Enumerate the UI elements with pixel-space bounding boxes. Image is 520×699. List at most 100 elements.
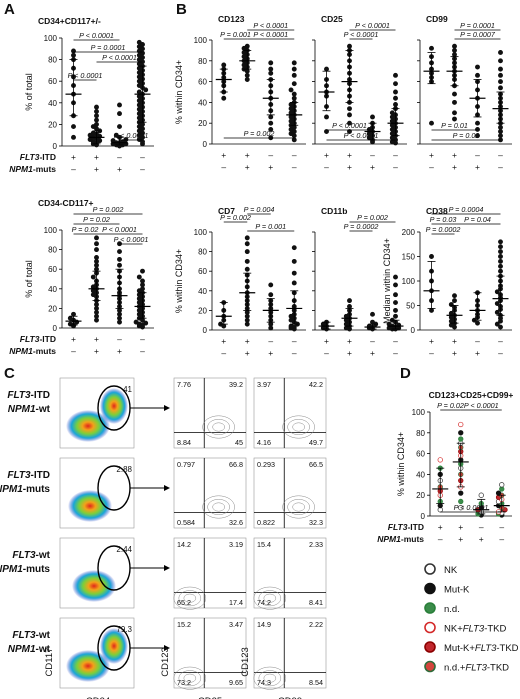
y-tick-label: 150 (402, 253, 416, 262)
p-value: P = 0.004 (244, 205, 275, 214)
data-point (123, 137, 129, 142)
data-point (94, 241, 99, 247)
data-point (244, 266, 250, 272)
density-cloud (68, 490, 112, 522)
data-point (393, 102, 398, 107)
data-point (498, 66, 503, 72)
data-point (498, 58, 503, 64)
data-point (452, 91, 457, 97)
quadrant-value-lr: 9.65 (229, 678, 243, 687)
group-sign: – (221, 348, 226, 358)
group-sign: – (268, 150, 273, 160)
data-point (291, 91, 297, 97)
data-point (288, 323, 294, 329)
legend-text: Mut-K+ (444, 643, 475, 654)
group-sign: + (475, 162, 480, 172)
data-point (90, 130, 96, 136)
legend-text: NK+ (444, 624, 463, 635)
quadrant-value-ul: 3.97 (257, 380, 271, 389)
data-point (393, 274, 398, 280)
data-point (498, 324, 503, 330)
arrow-head (164, 645, 170, 651)
data-point (498, 258, 503, 264)
panel-d: D CD123+CD25+CD99+ 0 20 40 60 80 100 % within CD… (377, 365, 518, 674)
quadrant-value-ur: 42.2 (309, 380, 323, 389)
data-point (67, 321, 73, 327)
data-point (347, 120, 352, 126)
gene: FLT3 (12, 630, 36, 641)
y-tick-label: 60 (416, 450, 425, 459)
npm1-gene: NPM1 (9, 164, 33, 174)
quadrant-value-lr: 8.41 (309, 598, 323, 607)
quadrant-plot-frame (253, 617, 327, 689)
group-sign: – (393, 348, 398, 358)
data-point (221, 95, 227, 101)
group-sign: – (117, 334, 122, 344)
data-point (117, 256, 122, 262)
p-value: P < 0.0001 (464, 401, 499, 410)
data-point (475, 126, 480, 132)
quadrant-value-ur: 66.5 (309, 460, 323, 469)
data-point (393, 282, 398, 288)
y-axis-label: % within CD34+ (174, 249, 184, 313)
data-point (268, 282, 274, 288)
group-sign: – (71, 346, 76, 356)
quadrant-value-ul: 0.293 (257, 460, 275, 469)
quadrant-value-lr: 17.4 (229, 598, 243, 607)
group-sign: – (268, 336, 273, 346)
data-point (452, 116, 457, 122)
quadrant-value-ul: 7.76 (177, 380, 191, 389)
data-point (324, 114, 329, 120)
flt3-row-label: FLT3-ITD (20, 152, 56, 162)
gene: FLT3 (7, 470, 31, 481)
quadrant-value-ur: 2.33 (309, 540, 323, 549)
group-sign: – (393, 150, 398, 160)
panel-letter-d: D (400, 365, 411, 382)
gate-percent: 2.44 (116, 545, 132, 554)
p-value: P < 0.0001 (102, 225, 137, 234)
p-value: P = 0.002 (220, 213, 251, 222)
contour-line (173, 586, 207, 610)
p-value: P < 0.0001 (355, 21, 390, 30)
npm1-gene: NPM1 (377, 534, 401, 544)
data-point (347, 298, 352, 304)
y-tick-label: 100 (402, 277, 416, 286)
chart-title: CD11b (321, 206, 347, 216)
data-point (71, 48, 76, 54)
group-sign: – (324, 162, 329, 172)
muts-suffix: -muts (33, 164, 56, 174)
data-point (458, 421, 464, 428)
group-sign: + (221, 336, 226, 346)
group-sign: – (370, 336, 375, 346)
data-point (291, 60, 297, 66)
p-value: P < 0.0001 (344, 30, 379, 39)
group-sign: – (370, 150, 375, 160)
p-value: P = 0.02 (83, 215, 110, 224)
data-point (244, 313, 250, 319)
group-sign: + (245, 150, 250, 160)
contour-line (292, 502, 305, 512)
contour-line (202, 495, 235, 519)
muts-suffix: -muts (401, 534, 424, 544)
quadrant-value-lr: 32.6 (229, 518, 243, 527)
suffix: -muts (23, 484, 51, 495)
flt3-gene: FLT3 (20, 334, 40, 344)
contour-line (178, 590, 202, 607)
data-point (140, 278, 145, 284)
density-cloud (72, 570, 116, 602)
data-point (429, 307, 434, 313)
data-point (94, 262, 99, 268)
group-sign: – (140, 152, 145, 162)
data-point (94, 254, 99, 260)
data-point (244, 258, 250, 264)
gene: NPM1 (8, 404, 36, 415)
y-tick-label: 80 (48, 246, 57, 255)
facs-x-label: CD25 (198, 696, 222, 699)
contour-line (212, 502, 225, 512)
group-sign: + (452, 162, 457, 172)
group-sign: + (452, 336, 457, 346)
legend-marker (424, 621, 436, 634)
group-sign: – (221, 162, 226, 172)
contour-line (207, 419, 230, 435)
group-sign: + (71, 152, 76, 162)
